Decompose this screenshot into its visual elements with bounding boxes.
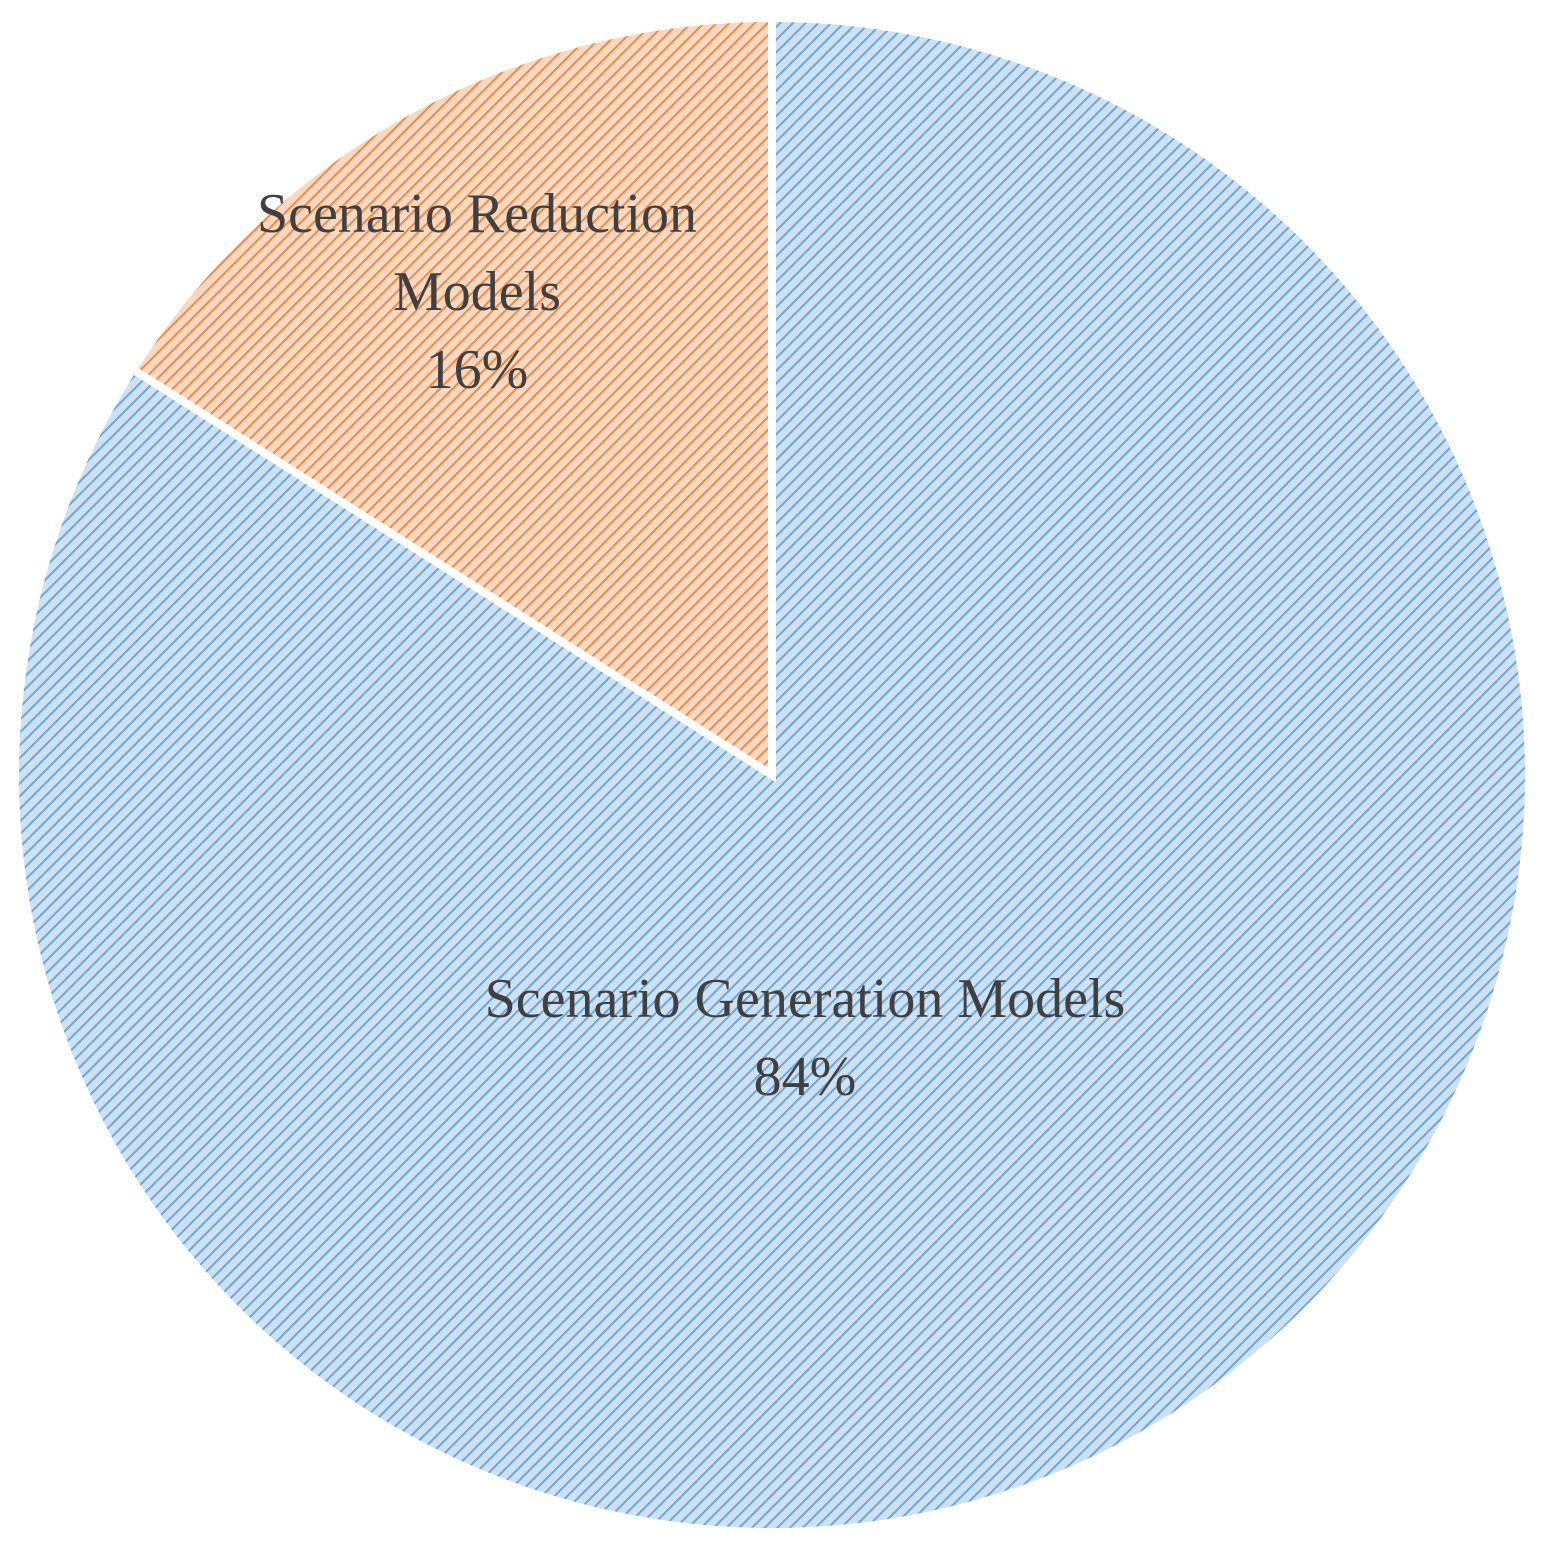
slice-label: Scenario Generation Models 84% [355, 960, 1255, 1116]
value-label: 16% [425, 339, 529, 401]
category-name: Scenario Reduction Models [256, 183, 698, 323]
pie-slice [127, 13, 776, 783]
category-name: Scenario Generation Models [484, 968, 1126, 1030]
value-label: 84% [753, 1046, 857, 1108]
slice-label: Scenario Reduction Models 16% [197, 175, 757, 409]
